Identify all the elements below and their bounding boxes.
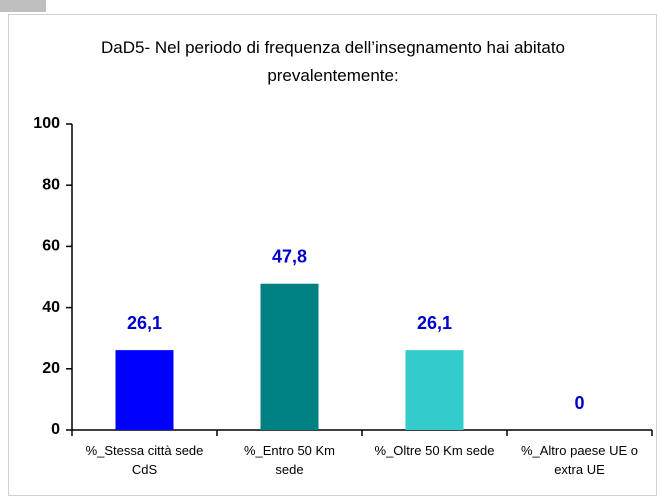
y-tick-label: 0 [51,421,60,438]
value-label: 26,1 [417,313,452,333]
y-tick-label: 60 [42,238,60,255]
y-tick-label: 100 [33,115,60,132]
value-label: 26,1 [127,313,162,333]
x-tick-label: %_Stessa città sede CdS [85,443,204,477]
value-label: 47,8 [272,246,307,266]
value-label: 0 [574,393,584,413]
bar [405,350,464,430]
y-tick-label: 80 [42,176,60,193]
bar [115,350,174,430]
x-tick-label: %_Oltre 50 Km sede [374,443,495,458]
x-tick-label: %_Altro paese UE o extra UE [520,443,639,477]
y-tick-label: 40 [42,299,60,316]
y-tick-label: 20 [42,360,60,377]
bar [260,283,319,430]
chart-title: DaD5- Nel periodo di frequenza dell’inse… [100,38,565,85]
corner-tab [0,0,46,12]
x-tick-label: %_Entro 50 Km sede [243,443,336,477]
chart-border [8,14,657,496]
